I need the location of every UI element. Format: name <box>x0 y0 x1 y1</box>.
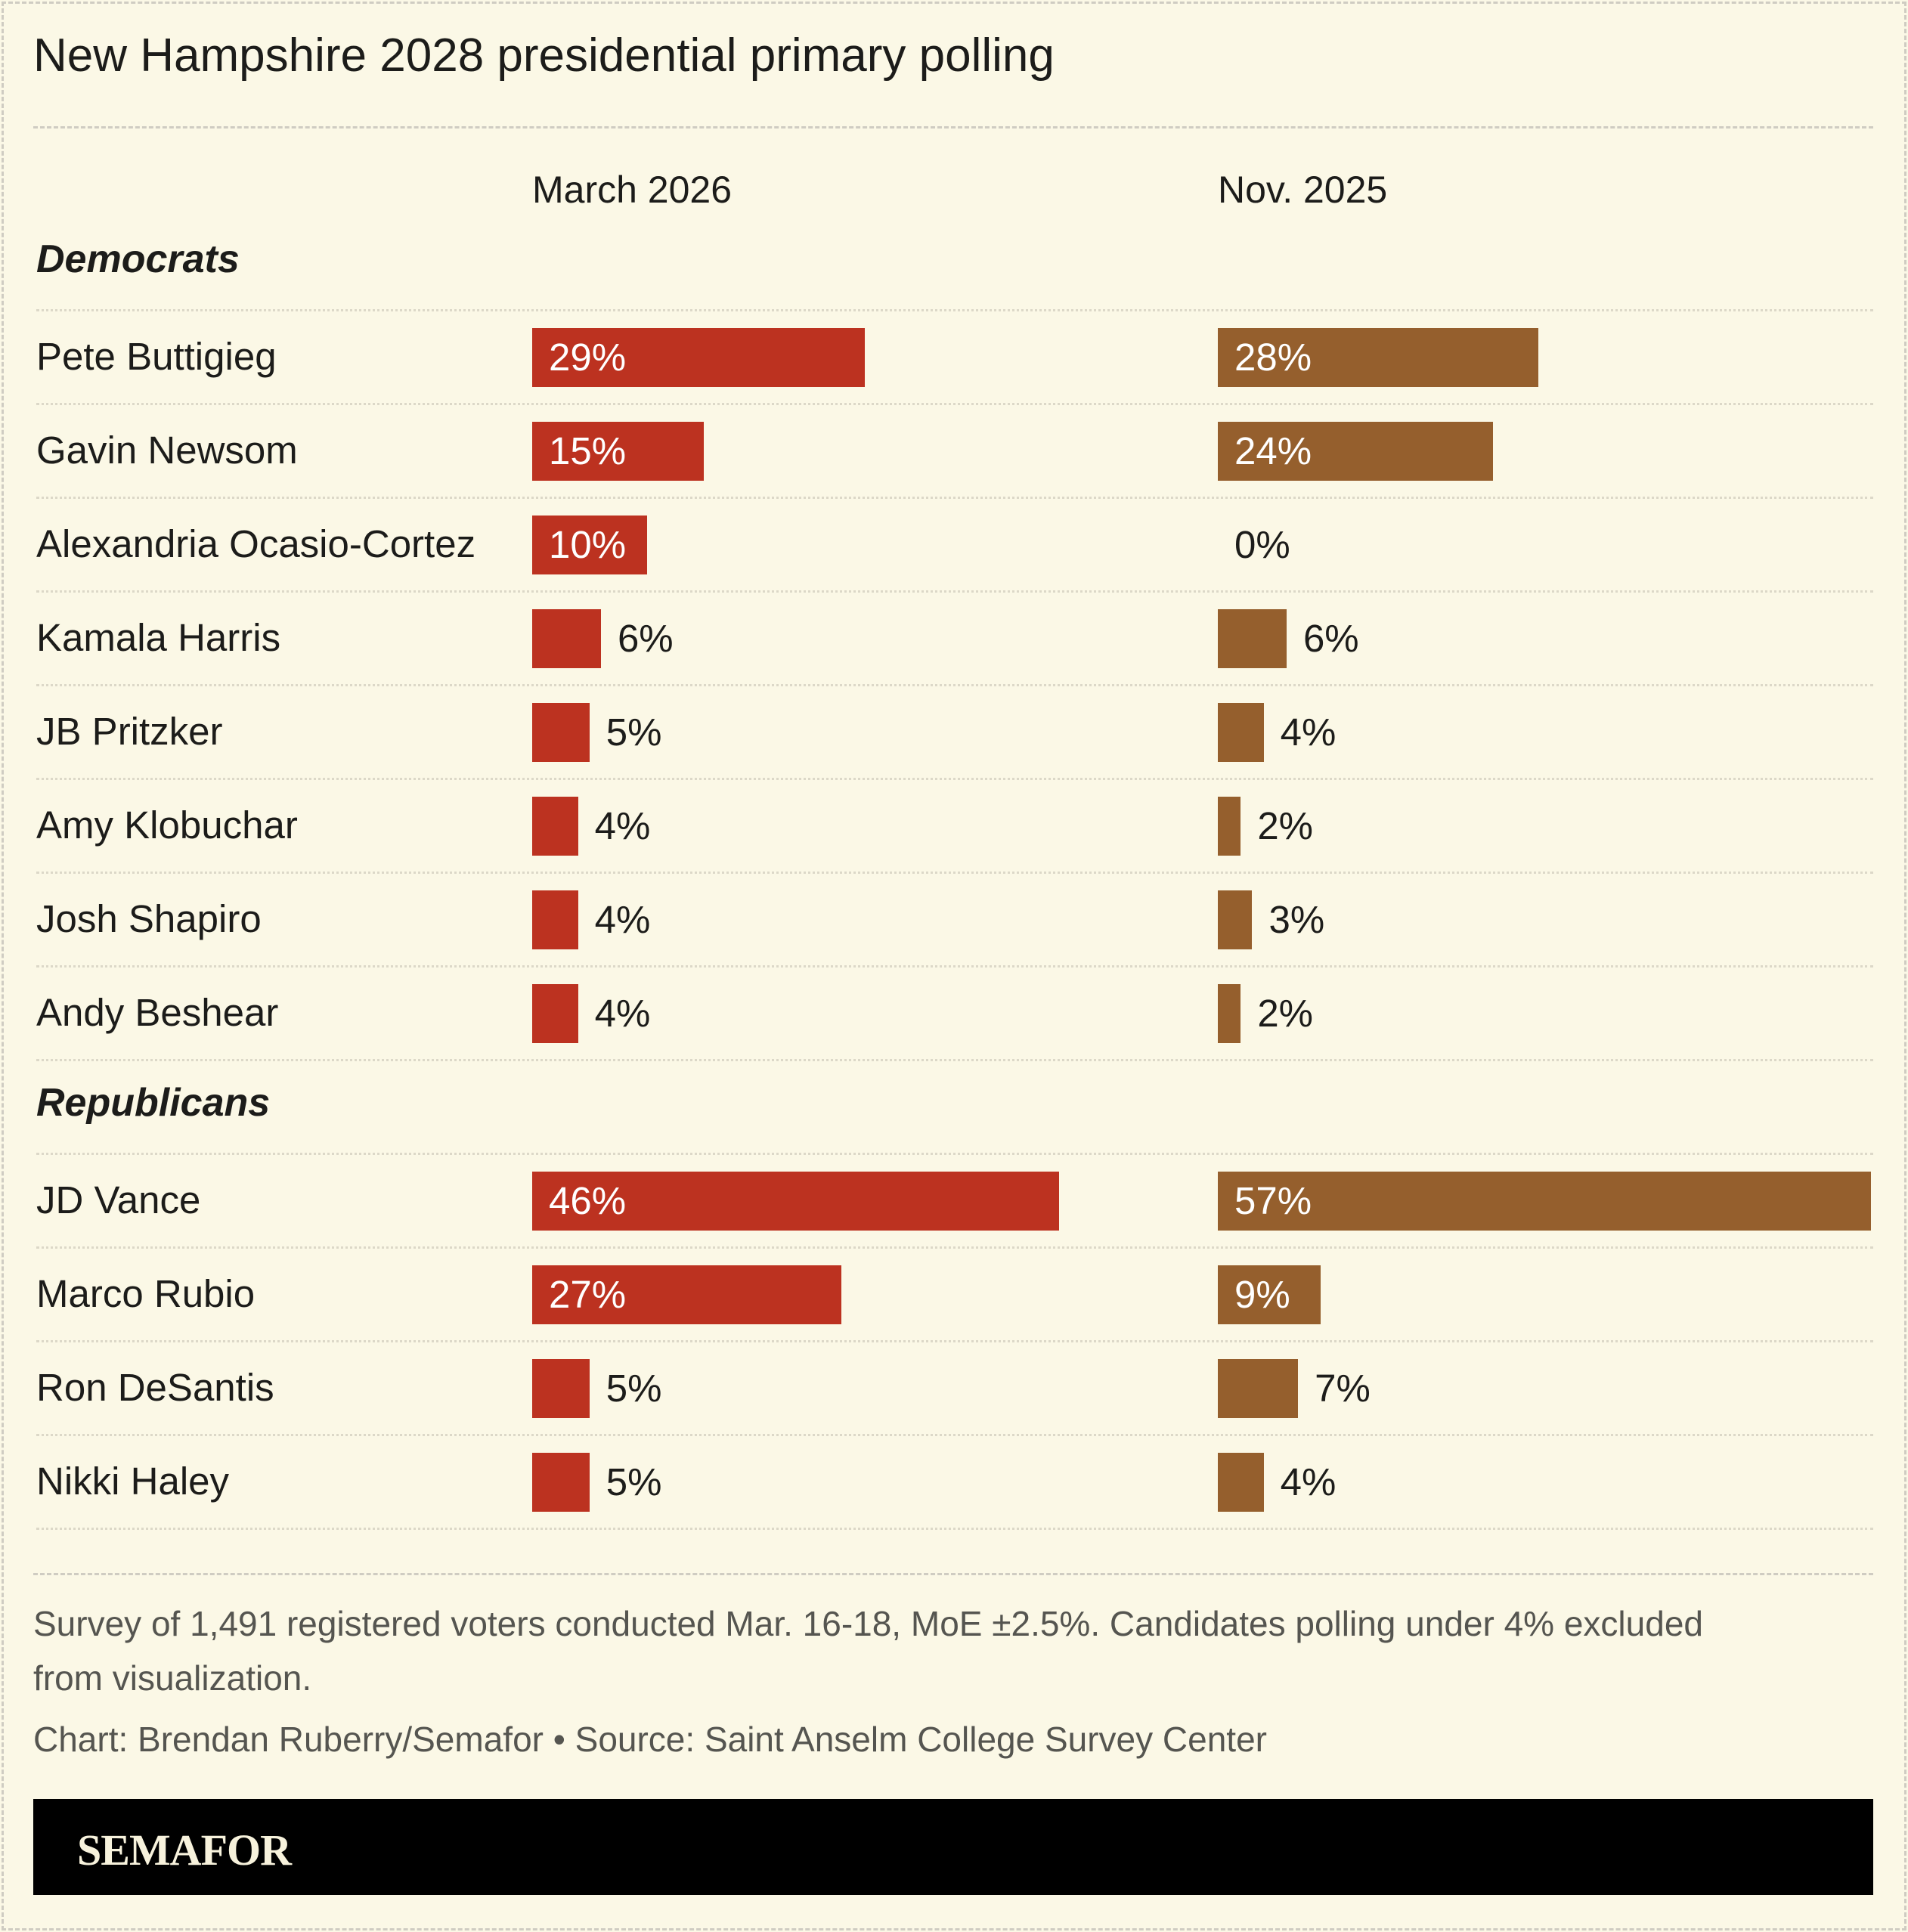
column-header-nov-2025: Nov. 2025 <box>1218 169 1388 211</box>
row-separator <box>36 872 1873 874</box>
candidate-name: JB Pritzker <box>36 710 223 753</box>
column-header-march-2026: March 2026 <box>532 169 733 211</box>
row-separator <box>36 1153 1873 1155</box>
bar-march-2026 <box>532 1359 590 1418</box>
value-label: 4% <box>594 804 651 847</box>
value-label: 4% <box>594 898 651 941</box>
bar-nov-2025 <box>1218 422 1493 481</box>
row-separator <box>36 1434 1873 1436</box>
value-label: 3% <box>1268 898 1325 941</box>
bar-march-2026 <box>532 1453 590 1512</box>
value-label: 6% <box>617 617 674 660</box>
title-divider <box>33 126 1873 128</box>
bar-march-2026 <box>532 1172 1060 1231</box>
value-label: 10% <box>549 523 627 566</box>
candidate-name: Nikki Haley <box>36 1460 230 1503</box>
candidate-name: Ron DeSantis <box>36 1366 274 1409</box>
bar-nov-2025 <box>1218 984 1241 1043</box>
row-separator <box>36 403 1873 405</box>
bar-nov-2025 <box>1218 609 1287 668</box>
candidate-name: Pete Buttigieg <box>36 335 277 378</box>
bar-march-2026 <box>532 422 705 481</box>
credit-line: Chart: Brendan Ruberry/Semafor • Source:… <box>33 1720 1267 1759</box>
value-label: 5% <box>606 1460 662 1503</box>
value-label: 2% <box>1257 804 1314 847</box>
candidate-name: Andy Beshear <box>36 991 279 1034</box>
footer-divider <box>33 1573 1873 1575</box>
value-label: 9% <box>1234 1273 1290 1316</box>
candidate-name: Alexandria Ocasio-Cortez <box>36 522 476 565</box>
group-label: Democrats <box>36 237 240 281</box>
bar-march-2026 <box>532 703 590 762</box>
value-label: 2% <box>1257 992 1314 1035</box>
row-separator <box>36 778 1873 780</box>
bar-march-2026 <box>532 797 578 856</box>
value-label: 24% <box>1234 429 1312 472</box>
candidate-name: Josh Shapiro <box>36 897 262 940</box>
value-label: 4% <box>594 992 651 1035</box>
row-separator <box>36 684 1873 686</box>
row-separator <box>36 965 1873 968</box>
value-label: 46% <box>549 1179 627 1222</box>
value-label: 4% <box>1280 711 1337 754</box>
row-separator <box>36 497 1873 499</box>
semafor-logo: SEMAFOR <box>77 1825 292 1875</box>
candidate-name: Amy Klobuchar <box>36 803 298 847</box>
bar-march-2026 <box>532 516 647 574</box>
group-label: Republicans <box>36 1081 271 1125</box>
value-label: 5% <box>606 711 662 754</box>
candidate-name: Kamala Harris <box>36 616 281 659</box>
bar-march-2026 <box>532 890 578 949</box>
candidate-name: JD Vance <box>36 1178 201 1221</box>
bar-nov-2025 <box>1218 328 1539 387</box>
row-separator <box>36 1528 1873 1530</box>
value-label: 28% <box>1234 336 1312 379</box>
bar-nov-2025 <box>1218 1453 1264 1512</box>
bar-nov-2025 <box>1218 1265 1321 1324</box>
row-separator <box>36 309 1873 311</box>
footnote: Survey of 1,491 registered voters conduc… <box>33 1604 1703 1698</box>
bar-march-2026 <box>532 984 578 1043</box>
candidate-name: Marco Rubio <box>36 1272 256 1315</box>
bar-march-2026 <box>532 328 865 387</box>
row-separator <box>36 1340 1873 1342</box>
candidate-name: Gavin Newsom <box>36 429 298 472</box>
bar-nov-2025 <box>1218 797 1241 856</box>
row-separator <box>36 590 1873 593</box>
bar-nov-2025 <box>1218 890 1253 949</box>
bar-march-2026 <box>532 1265 842 1324</box>
value-label: 5% <box>606 1367 662 1410</box>
bar-nov-2025 <box>1218 1359 1299 1418</box>
value-label: 15% <box>549 429 627 472</box>
value-label: 29% <box>549 336 627 379</box>
chart-title: New Hampshire 2028 presidential primary … <box>33 29 1055 82</box>
value-label: 7% <box>1315 1367 1371 1410</box>
value-label: 0% <box>1234 523 1290 566</box>
value-label: 27% <box>549 1273 627 1316</box>
bar-nov-2025 <box>1218 703 1264 762</box>
brand-band: SEMAFOR <box>33 1799 1873 1895</box>
bar-march-2026 <box>532 609 601 668</box>
value-label: 4% <box>1280 1460 1337 1503</box>
row-separator <box>36 1059 1873 1061</box>
value-label: 6% <box>1302 617 1359 660</box>
value-label: 57% <box>1234 1179 1312 1222</box>
bar-nov-2025 <box>1218 1172 1871 1231</box>
row-separator <box>36 1246 1873 1249</box>
